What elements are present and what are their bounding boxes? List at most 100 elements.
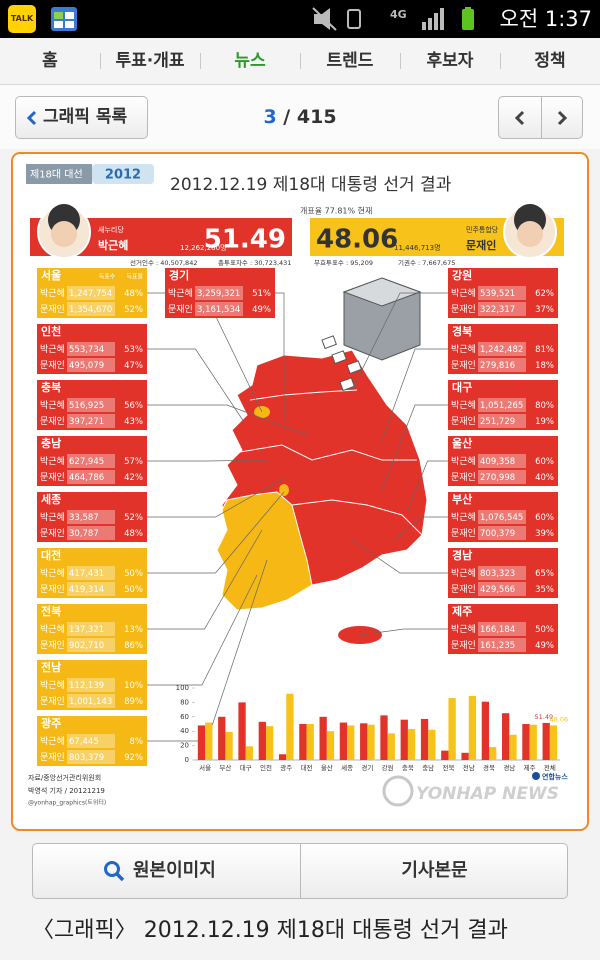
x-tick-label: 충남 <box>422 763 434 772</box>
row-votes: 1,001,143 <box>69 697 112 707</box>
x-tick-label: 서울 <box>199 763 211 772</box>
party: 민주통합당 <box>466 225 499 234</box>
tab[interactable]: 투표·개표 <box>100 38 200 84</box>
connector <box>406 460 448 513</box>
y-tick-label: 20 <box>180 742 189 750</box>
row-strip <box>67 750 115 764</box>
row-pct: 57% <box>124 457 143 467</box>
row-strip <box>67 510 115 524</box>
row-pct: 65% <box>535 569 554 579</box>
row-candidate: 문재인 <box>451 304 476 315</box>
map-daejeon <box>279 484 289 496</box>
row-votes: 417,431 <box>69 569 104 579</box>
row-votes: 627,945 <box>69 457 104 467</box>
row-votes: 112,139 <box>69 681 104 691</box>
back-button[interactable]: 그래픽 목록 <box>15 96 148 139</box>
bar <box>265 726 274 760</box>
connector <box>147 529 263 630</box>
tab[interactable]: 뉴스 <box>200 38 300 84</box>
connector <box>147 491 285 574</box>
connector <box>147 404 308 436</box>
row-votes: 1,242,482 <box>480 345 523 355</box>
row-candidate: 문재인 <box>451 528 476 539</box>
row-candidate: 문재인 <box>40 752 65 763</box>
page-counter: 3 / 415 <box>220 96 380 139</box>
bar <box>448 698 456 760</box>
row-votes: 1,247,754 <box>69 289 112 299</box>
row-candidate: 박근혜 <box>168 287 193 299</box>
row-pct: 48% <box>124 529 143 539</box>
row-votes: 700,379 <box>480 529 515 539</box>
infographic: 제18대 대선 2012 2012.12.19 제18대 대통령 선거 결과개표율 … <box>26 164 568 807</box>
row-candidate: 문재인 <box>40 584 65 595</box>
row-candidate: 문재인 <box>168 304 193 315</box>
row-strip <box>67 622 115 636</box>
row-strip <box>478 358 526 372</box>
bar <box>367 724 375 760</box>
row-candidate: 문재인 <box>40 696 65 707</box>
prev-button[interactable] <box>514 110 526 126</box>
region-box <box>37 660 147 710</box>
tab[interactable]: 정책 <box>500 38 600 84</box>
region-box <box>37 436 147 486</box>
row-pct: 48% <box>124 289 143 299</box>
row-pct: 18% <box>535 361 554 371</box>
network-type: 4G <box>390 8 407 21</box>
region-name: 경기 <box>169 268 189 282</box>
region-name: 서울 <box>41 268 61 282</box>
ballot-paper <box>321 335 337 350</box>
row-candidate: 박근혜 <box>451 399 476 411</box>
row-pct: 60% <box>535 457 554 467</box>
region-name: 충북 <box>41 380 61 394</box>
original-image-button[interactable]: 원본이미지 <box>33 844 300 898</box>
x-tick-label: 전체 <box>544 763 556 772</box>
row-pct: 37% <box>535 305 554 315</box>
row-candidate: 박근혜 <box>451 511 476 523</box>
row-strip <box>67 566 115 580</box>
row-pct: 49% <box>252 305 271 315</box>
next-button[interactable] <box>556 110 568 126</box>
row-strip <box>67 582 115 596</box>
x-tick-label: 경기 <box>361 763 373 772</box>
percent: 51.49 <box>204 225 286 255</box>
row-votes: 1,076,545 <box>480 513 523 523</box>
twitter: @yonhap_graphics(트위터) <box>28 799 106 807</box>
brand-dot <box>532 772 540 780</box>
x-tick-label: 충북 <box>402 763 414 772</box>
row-votes: 3,161,534 <box>197 305 240 315</box>
row-strip <box>67 734 115 748</box>
row-pct: 56% <box>124 401 143 411</box>
app-icon <box>51 7 77 31</box>
byline: 박영석 기자 / 20121219 <box>28 786 105 795</box>
bar <box>387 733 395 760</box>
bar <box>549 725 558 760</box>
bar <box>360 723 368 760</box>
region-name: 경북 <box>452 324 472 338</box>
row-strip <box>478 454 526 468</box>
region-name: 대전 <box>41 548 61 562</box>
row-votes: 279,816 <box>480 361 515 371</box>
bar <box>238 702 246 760</box>
tab[interactable]: 트렌드 <box>300 38 400 84</box>
y-tick-label: 100 <box>176 684 189 692</box>
tab[interactable]: 홈 <box>42 51 58 71</box>
tab[interactable]: 후보자 <box>400 38 500 84</box>
x-tick-label: 경남 <box>503 763 515 772</box>
row-strip <box>195 302 243 316</box>
bar <box>481 701 490 760</box>
row-strip <box>478 398 526 412</box>
region-box <box>37 548 147 598</box>
row-strip <box>478 342 526 356</box>
row-votes: 251,729 <box>480 417 515 427</box>
row-pct: 50% <box>124 569 143 579</box>
stat: 선거인수 : 40,507,842 <box>130 258 197 267</box>
row-strip <box>67 638 115 652</box>
bar <box>205 722 213 760</box>
row-candidate: 문재인 <box>40 528 65 539</box>
y-tick-label: 40 <box>180 727 189 735</box>
photo-face <box>51 221 77 247</box>
article-button[interactable]: 기사본문 <box>401 860 468 881</box>
bar <box>420 718 429 760</box>
bar <box>286 693 294 760</box>
percent: 48.06 <box>316 225 398 255</box>
